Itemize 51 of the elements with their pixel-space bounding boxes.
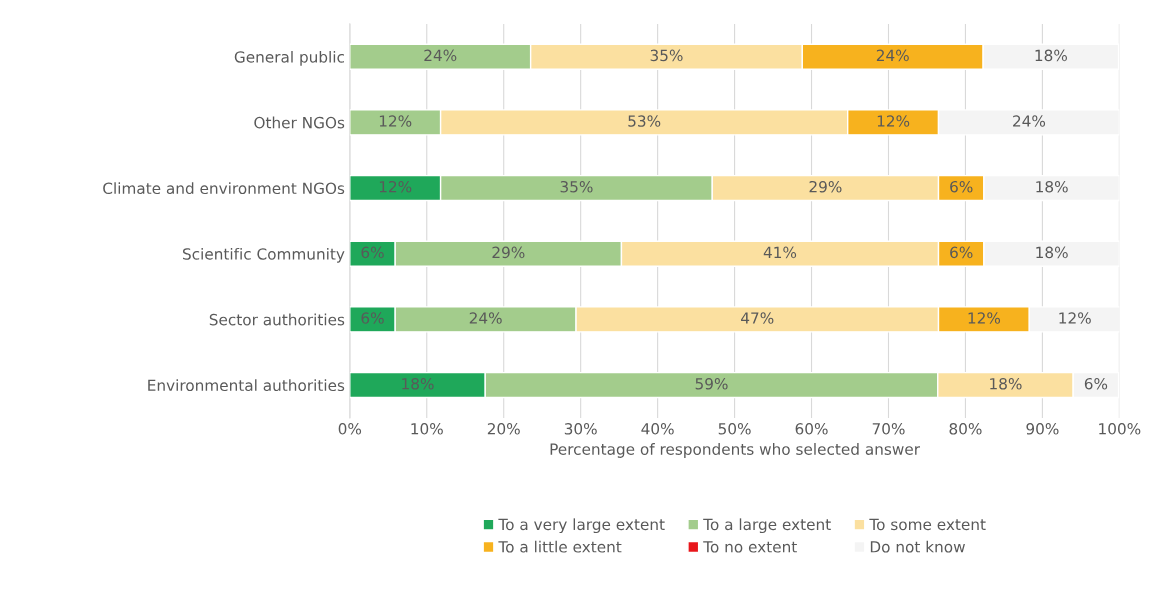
y-tick-label: Scientific Community: [182, 247, 345, 263]
y-tick-label: Other NGOs: [254, 116, 345, 129]
data-label: 12%: [379, 115, 412, 127]
y-tick-label: General public: [234, 50, 344, 66]
data-label: 18%: [1036, 246, 1068, 259]
data-label: 12%: [968, 312, 1001, 324]
x-tick-label: 100%: [1099, 423, 1141, 435]
data-label: 6%: [950, 180, 973, 193]
data-label: 29%: [809, 180, 842, 193]
x-axis-title: Percentage of respondents who selected answer: [550, 443, 921, 458]
legend-label: Do not know: [870, 540, 965, 553]
legend-label: To a large extent: [703, 518, 831, 534]
x-tick-label: 20%: [487, 423, 520, 435]
data-label: 18%: [990, 377, 1022, 390]
legend-label: To a little extent: [498, 540, 622, 553]
data-label: 12%: [877, 115, 910, 127]
data-label: 24%: [876, 49, 909, 62]
y-tick-label: Environmental authorities: [148, 379, 345, 392]
data-label: 12%: [379, 180, 412, 193]
legend-label: To some extent: [869, 518, 986, 531]
data-label: 24%: [1013, 115, 1046, 127]
data-label: 41%: [763, 246, 797, 259]
x-tick-label: 90%: [1026, 423, 1059, 435]
data-label: 6%: [950, 246, 973, 259]
data-label: 6%: [361, 312, 384, 324]
data-label: 35%: [560, 180, 593, 193]
data-label: 18%: [402, 377, 434, 390]
data-label: 6%: [1084, 377, 1108, 390]
data-label: 6%: [361, 246, 384, 259]
x-tick-label: 60%: [795, 423, 828, 435]
data-label: 35%: [650, 49, 683, 62]
x-tick-label: 30%: [564, 423, 597, 435]
data-label: 59%: [695, 377, 728, 390]
data-label: 12%: [1059, 312, 1091, 324]
data-label: 29%: [492, 246, 525, 259]
x-tick-label: 80%: [949, 423, 982, 435]
x-tick-label: 70%: [872, 423, 905, 435]
data-label: 53%: [628, 115, 661, 127]
legend-label: To a very large extent: [498, 518, 665, 534]
x-tick-label: 50%: [718, 423, 751, 435]
x-tick-label: 40%: [641, 423, 674, 435]
data-label: 47%: [741, 312, 774, 324]
data-label: 24%: [469, 312, 502, 324]
data-label: 18%: [1035, 49, 1067, 62]
y-tick-label: Climate and environment NGOs: [103, 182, 345, 195]
data-label: 18%: [1036, 180, 1068, 193]
x-tick-label: 0%: [338, 423, 362, 435]
legend-label: To no extent: [703, 541, 797, 553]
x-tick-label: 10%: [411, 423, 443, 435]
data-label: 24%: [424, 49, 457, 62]
y-tick-label: Sector authorities: [209, 313, 345, 326]
